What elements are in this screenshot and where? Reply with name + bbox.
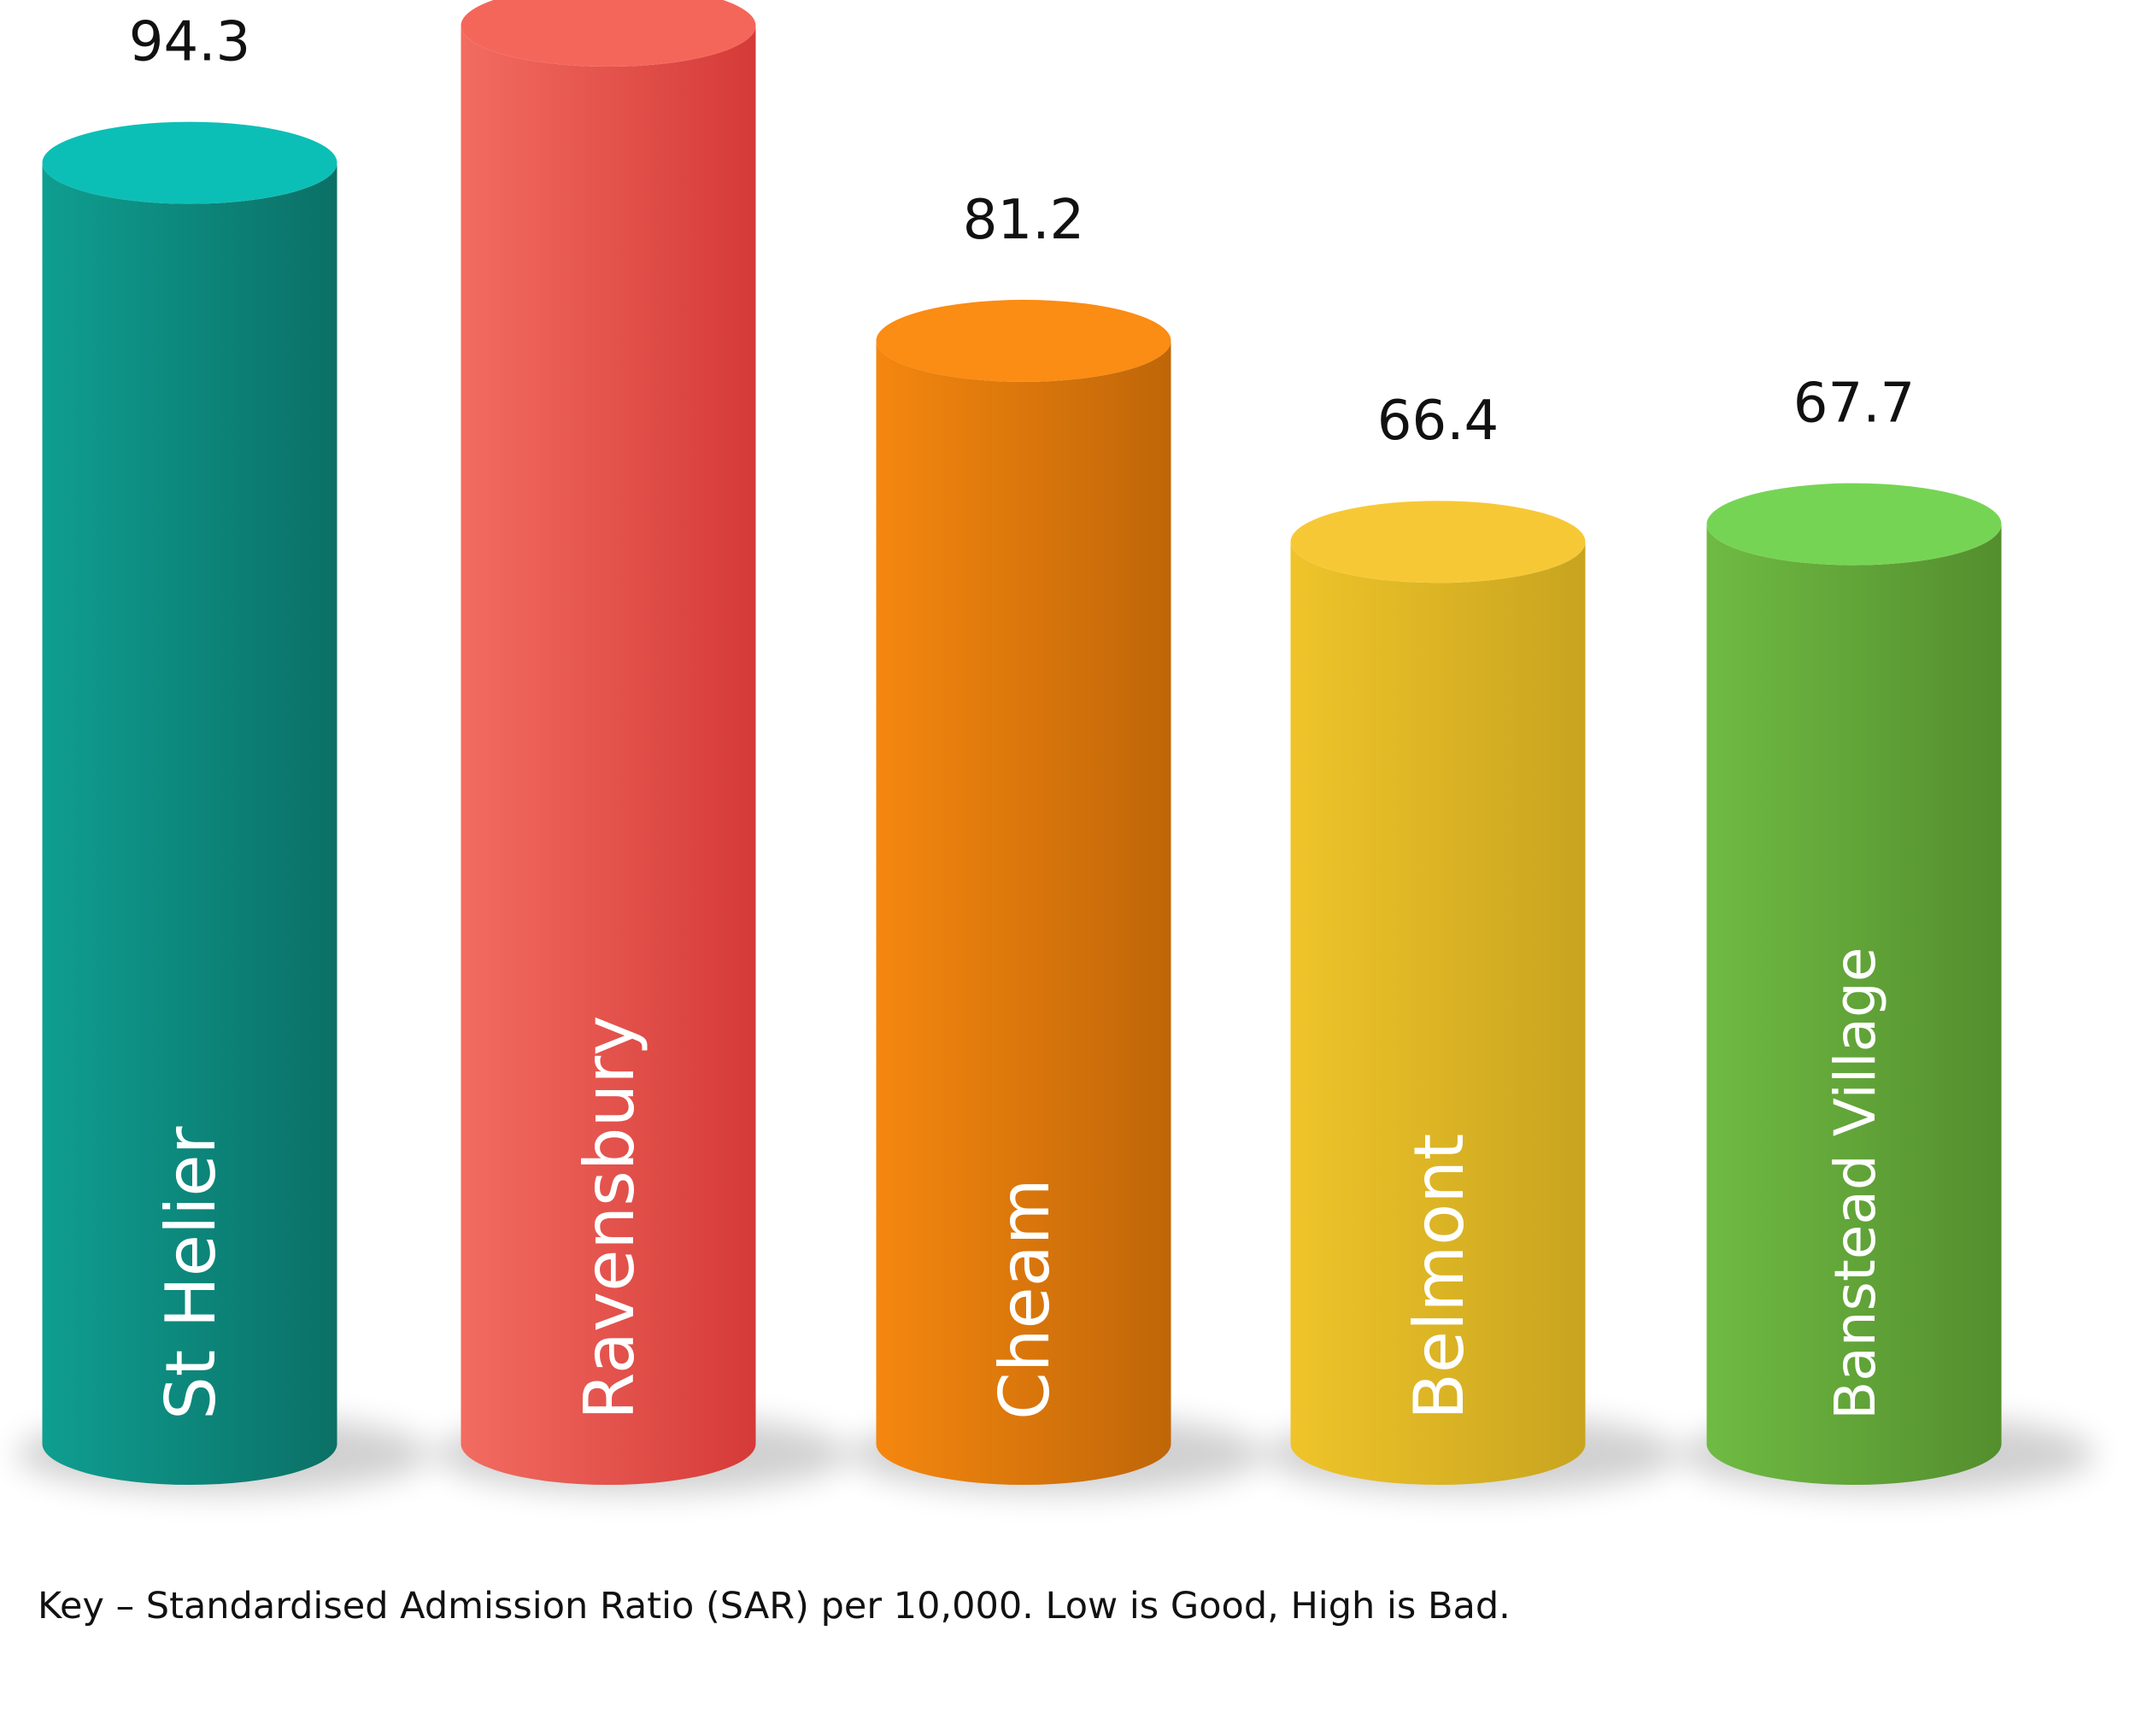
bars: St Helier Ravensbury Cheam Belmont Banstead … (42, 0, 2002, 1486)
key-note: Key – Standardised Admission Ratio (SAR)… (38, 1585, 1511, 1628)
bar-top (461, 0, 756, 67)
data-label: 66.4 (1377, 390, 1499, 453)
category-label: Belmont (1400, 1134, 1479, 1420)
data-label: 81.2 (963, 189, 1085, 252)
category-label: Cheam (985, 1178, 1065, 1420)
bar-top (1290, 501, 1586, 584)
data-label: 94.3 (129, 11, 251, 74)
bar-top (876, 299, 1171, 382)
category-label: St Helier (151, 1126, 231, 1420)
bar-st-helier (42, 162, 337, 1486)
bar-belmont (1290, 542, 1586, 1486)
bar-banstead-village (1706, 524, 2002, 1486)
category-label: Ravensbury (570, 1015, 649, 1420)
bar-cheam (876, 340, 1171, 1486)
bar-ravensbury (461, 26, 756, 1486)
bar-top (42, 121, 337, 204)
data-labels: 94.3104.481.266.467.7 (129, 11, 1916, 454)
category-label: Banstead Village (1822, 947, 1888, 1420)
data-label: 67.7 (1793, 372, 1916, 436)
bar-top (1706, 483, 2002, 566)
